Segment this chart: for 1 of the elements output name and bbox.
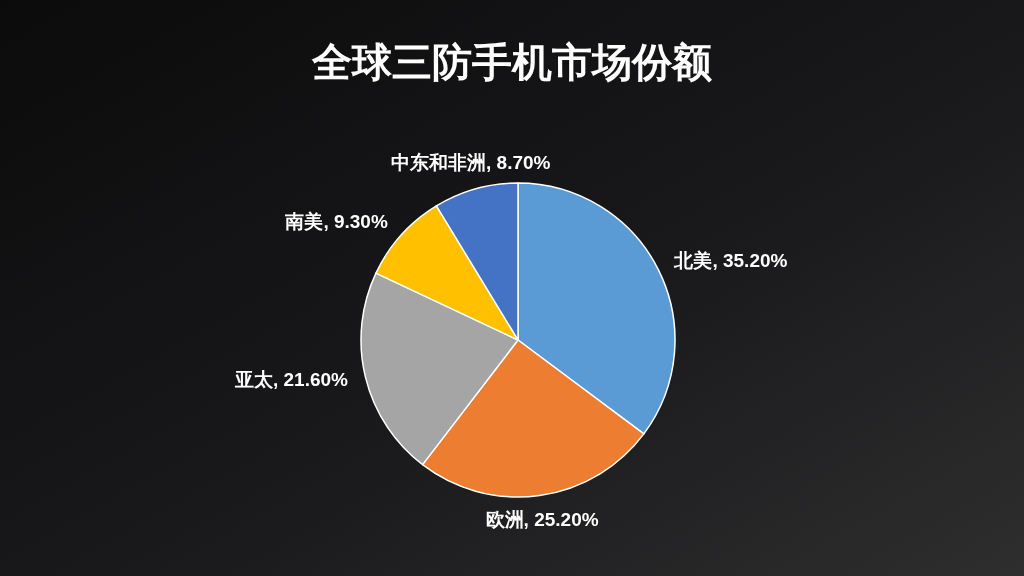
title: 全球三防手机市场份额 [312,40,712,84]
